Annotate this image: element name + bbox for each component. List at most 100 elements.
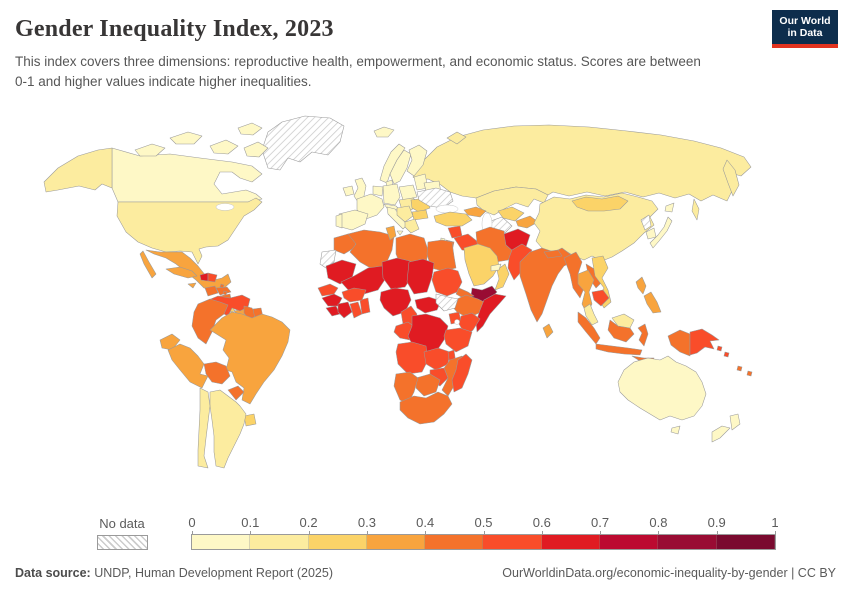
country-japan-honshu[interactable]	[649, 216, 673, 249]
country-russia-kamchatka[interactable]	[722, 159, 740, 197]
country-tanzania[interactable]	[443, 327, 473, 353]
legend-bin-0-0.1[interactable]	[192, 535, 251, 549]
country-usa-alaska[interactable]	[43, 147, 113, 193]
country-philippines-mindanao[interactable]	[643, 291, 662, 314]
country-chad[interactable]	[406, 258, 435, 295]
country-greenland[interactable]	[261, 115, 345, 171]
legend-bin-0.4-0.5[interactable]	[425, 535, 484, 549]
country-russia-novaya-zemlya[interactable]	[446, 131, 467, 145]
country-malaysia-borneo[interactable]	[611, 313, 635, 329]
country-iceland[interactable]	[373, 126, 395, 138]
country-turkey[interactable]	[433, 211, 473, 227]
legend-bin-0.2-0.3[interactable]	[308, 535, 367, 549]
country-ireland[interactable]	[342, 185, 355, 197]
country-jamaica[interactable]	[187, 282, 197, 289]
country-tunisia[interactable]	[385, 225, 397, 241]
country-egypt[interactable]	[426, 239, 457, 272]
country-peru[interactable]	[167, 343, 209, 389]
country-italy-sicily[interactable]	[396, 230, 404, 236]
country-new-zealand-south[interactable]	[711, 425, 731, 443]
country-guatemala[interactable]	[204, 285, 219, 297]
country-sri-lanka[interactable]	[542, 323, 554, 339]
country-angola[interactable]	[395, 341, 429, 375]
country-balkans[interactable]	[396, 205, 414, 223]
country-new-zealand-north[interactable]	[729, 413, 741, 431]
country-greece[interactable]	[404, 218, 420, 234]
country-bulgaria[interactable]	[411, 209, 429, 221]
legend-bin-0.6-0.7[interactable]	[541, 535, 601, 549]
country-guinea[interactable]	[321, 293, 343, 307]
country-ukraine[interactable]	[416, 187, 454, 209]
country-burkina-faso[interactable]	[341, 287, 367, 303]
country-nepal[interactable]	[543, 249, 563, 259]
country-philippines-luzon[interactable]	[635, 276, 647, 295]
country-australia-tasmania[interactable]	[670, 425, 681, 435]
country-ivory-coast[interactable]	[337, 301, 353, 319]
country-poland[interactable]	[398, 184, 418, 201]
country-madagascar[interactable]	[451, 353, 473, 393]
country-north-korea[interactable]	[640, 214, 652, 231]
country-chile[interactable]	[197, 387, 211, 469]
legend-bin-0.8-0.9[interactable]	[658, 535, 717, 549]
country-brazil[interactable]	[209, 311, 291, 405]
footer-link[interactable]: OurWorldinData.org/economic-inequality-b…	[502, 566, 836, 580]
country-japan-hokkaido[interactable]	[664, 202, 675, 213]
country-cambodia[interactable]	[591, 289, 610, 307]
country-portugal[interactable]	[335, 213, 343, 229]
country-senegal[interactable]	[317, 283, 339, 297]
country-indonesia-sulawesi[interactable]	[637, 323, 649, 347]
country-ghana[interactable]	[349, 301, 363, 319]
legend-bin-0.5-0.6[interactable]	[483, 535, 542, 549]
country-argentina[interactable]	[209, 389, 247, 469]
lesser-antilles-islands[interactable]	[219, 283, 228, 296]
country-botswana[interactable]	[415, 373, 441, 397]
country-australia[interactable]	[617, 355, 707, 421]
legend-bin-0.1-0.2[interactable]	[250, 535, 309, 549]
legend-bin-0.7-0.8[interactable]	[600, 535, 659, 549]
legend-bin-0.3-0.4[interactable]	[366, 535, 426, 549]
country-russia-sakhalin[interactable]	[691, 198, 700, 221]
country-dominican-republic[interactable]	[207, 272, 218, 283]
country-indonesia-sumatra[interactable]	[577, 311, 601, 345]
country-germany[interactable]	[382, 183, 401, 206]
country-papua-new-guinea[interactable]	[689, 328, 720, 356]
country-sweden[interactable]	[389, 149, 412, 185]
country-uae[interactable]	[490, 263, 502, 272]
country-oman[interactable]	[494, 263, 510, 291]
country-central-african-republic[interactable]	[414, 296, 442, 314]
country-benelux[interactable]	[372, 185, 384, 197]
country-south-sudan[interactable]	[435, 293, 459, 312]
country-ecuador[interactable]	[159, 333, 181, 351]
legend-bin-0.9-1[interactable]	[716, 535, 775, 549]
country-canada-arctic-1[interactable]	[134, 143, 166, 157]
country-caucasus[interactable]	[463, 206, 487, 218]
country-solomon-islands[interactable]	[716, 345, 730, 358]
country-canada-arctic-4[interactable]	[237, 122, 263, 136]
country-indonesia-papua[interactable]	[667, 329, 691, 357]
country-mongolia[interactable]	[571, 195, 629, 212]
country-china[interactable]	[533, 192, 659, 262]
country-paraguay[interactable]	[227, 385, 245, 401]
owid-logo[interactable]: Our World in Data	[772, 10, 838, 48]
country-bolivia[interactable]	[203, 361, 231, 385]
country-uruguay[interactable]	[243, 413, 257, 427]
country-saudi-arabia[interactable]	[463, 243, 500, 287]
country-south-africa[interactable]	[399, 391, 453, 425]
country-canada-baffin[interactable]	[243, 141, 269, 158]
country-togo-benin[interactable]	[359, 297, 371, 315]
country-indonesia-java[interactable]	[595, 343, 643, 356]
country-canada-arctic-3[interactable]	[209, 139, 239, 155]
country-canada-arctic-2[interactable]	[169, 131, 203, 145]
country-somalia[interactable]	[475, 293, 507, 333]
country-united-states[interactable]	[116, 197, 263, 265]
country-vanuatu-fiji[interactable]	[736, 365, 753, 377]
country-cuba[interactable]	[165, 266, 198, 279]
country-canada[interactable]	[111, 147, 263, 203]
country-mexico-baja[interactable]	[139, 250, 157, 279]
country-malaysia-peninsula[interactable]	[583, 303, 599, 326]
country-kyrgyzstan-tajikistan[interactable]	[515, 215, 539, 229]
country-norway[interactable]	[379, 143, 406, 184]
country-spain[interactable]	[338, 209, 369, 231]
legend-nodata-swatch[interactable]	[97, 535, 148, 550]
country-finland[interactable]	[406, 144, 428, 177]
